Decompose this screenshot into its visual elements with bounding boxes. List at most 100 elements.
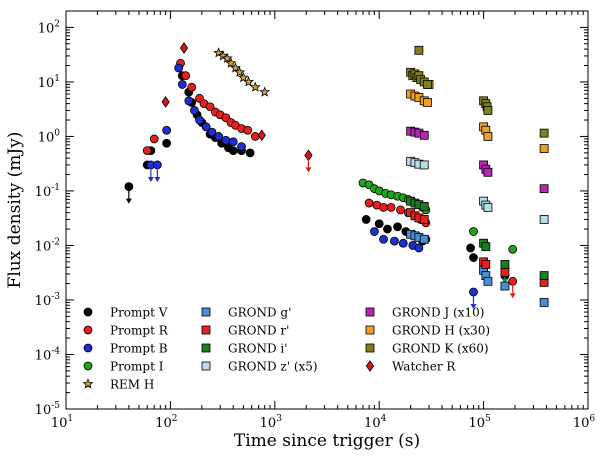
legend-label: REM H	[110, 378, 154, 392]
legend-label: Prompt I	[110, 360, 164, 374]
series-grond-g	[406, 229, 549, 307]
y-tick-label: 100	[38, 128, 61, 145]
legend-item-prompt-r: Prompt R	[83, 324, 169, 338]
data-point	[250, 132, 260, 141]
data-point	[500, 268, 510, 277]
plot-frame	[65, 10, 589, 410]
data-point	[221, 52, 233, 64]
legend-label: GROND K (x60)	[392, 342, 489, 356]
upper-limit-arrowhead	[147, 176, 154, 182]
x-tick-label: 101	[51, 414, 73, 431]
legend-item-grond-z-x5: GROND z' (x5)	[201, 360, 318, 374]
data-point	[374, 219, 384, 229]
x-tick-label: 103	[260, 414, 283, 431]
upper-limit-arrowhead	[154, 176, 161, 182]
data-point	[259, 86, 271, 97]
data-point	[386, 202, 396, 212]
legend-marker	[365, 343, 375, 353]
legend-item-prompt-b: Prompt B	[83, 342, 168, 356]
legend-item-prompt-i: Prompt I	[83, 360, 164, 374]
data-point	[419, 130, 429, 140]
data-point	[539, 215, 549, 224]
legend-item-prompt-v: Prompt V	[83, 306, 168, 320]
data-point	[181, 71, 191, 81]
data-point	[508, 244, 518, 254]
data-point	[539, 271, 549, 280]
legend-label: Prompt B	[110, 342, 168, 356]
legend-item-grond-r: GROND r'	[201, 324, 289, 338]
legend-label: GROND r'	[228, 324, 289, 338]
data-point	[234, 66, 246, 77]
data-point	[179, 42, 189, 54]
y-tick-label: 10-4	[35, 346, 61, 363]
data-point	[539, 144, 549, 153]
legend-marker	[83, 307, 93, 317]
data-point	[361, 215, 371, 224]
legend-label: GROND i'	[228, 342, 288, 356]
legend-marker	[201, 361, 211, 371]
series-grond-j-x10	[406, 126, 549, 194]
data-point	[539, 128, 549, 138]
y-tick-label: 102	[38, 19, 60, 36]
data-point	[370, 227, 379, 236]
data-point	[243, 125, 253, 135]
data-point	[419, 215, 429, 224]
y-tick-label: 10-5	[35, 401, 61, 418]
data-point	[390, 236, 399, 246]
data-point	[383, 224, 392, 234]
data-point	[149, 134, 159, 144]
legend-label: Prompt V	[110, 306, 168, 320]
legend-item-grond-g: GROND g'	[201, 306, 291, 320]
data-point	[230, 62, 241, 73]
series-prompt-b	[146, 63, 478, 310]
y-axis-label: Flux density (mJy)	[5, 132, 25, 289]
x-tick-label: 104	[364, 414, 387, 431]
data-point	[539, 184, 549, 194]
upper-limit-arrowhead	[305, 167, 312, 173]
data-point	[225, 57, 237, 68]
data-point	[221, 135, 231, 145]
data-point	[237, 142, 246, 152]
data-point	[483, 132, 493, 141]
data-point	[483, 202, 493, 212]
data-marks	[124, 42, 549, 310]
x-tick-label: 105	[468, 414, 491, 431]
legend-item-grond-i: GROND i'	[201, 342, 288, 356]
legend-item-grond-h-x30: GROND H (x30)	[365, 324, 490, 338]
data-point	[483, 276, 493, 286]
data-point	[142, 146, 152, 155]
data-point	[483, 106, 493, 115]
data-point	[184, 96, 194, 106]
legend-marker	[365, 307, 375, 317]
x-tick-label: 106	[573, 414, 596, 431]
data-point	[364, 198, 374, 208]
upper-limit-arrowhead	[509, 293, 516, 299]
upper-limit-arrowhead	[501, 279, 508, 285]
data-point	[217, 50, 229, 61]
data-point	[419, 234, 429, 244]
legend-marker	[365, 325, 375, 335]
data-point	[419, 160, 429, 170]
data-point	[398, 238, 408, 248]
legend-label: GROND J (x10)	[392, 306, 484, 320]
x-tick-label: 102	[155, 414, 177, 431]
legend-marker	[201, 307, 211, 317]
data-point	[190, 106, 199, 115]
legend-marker	[201, 325, 211, 335]
y-tick-label: 10-2	[35, 237, 60, 254]
series-grond-h-x30	[406, 80, 549, 153]
series-grond-i	[406, 196, 549, 280]
data-point	[481, 259, 491, 269]
data-point	[213, 47, 225, 58]
data-point	[237, 71, 249, 83]
legend-label: Watcher R	[392, 360, 456, 374]
data-point	[469, 253, 478, 262]
y-tick-label: 101	[38, 74, 60, 91]
data-point	[187, 82, 197, 92]
series-rem-h	[213, 47, 271, 97]
legend-label: GROND H (x30)	[392, 324, 490, 338]
data-point	[379, 202, 388, 212]
data-point	[414, 243, 424, 253]
legend-marker	[82, 378, 94, 389]
